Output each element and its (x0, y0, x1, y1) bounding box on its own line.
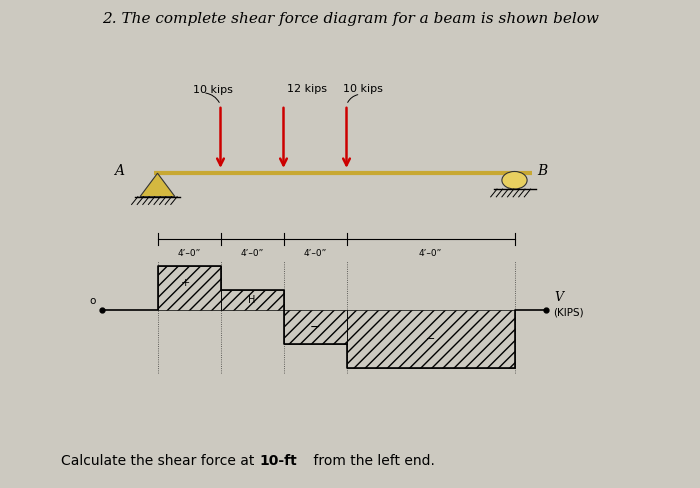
Text: 4’–0”: 4’–0” (240, 249, 264, 258)
Text: 2. The complete shear force diagram for a beam is shown below: 2. The complete shear force diagram for … (102, 12, 598, 26)
Text: 4’–0”: 4’–0” (419, 249, 442, 258)
Text: 10 kips: 10 kips (193, 85, 232, 95)
Text: Calculate the shear force at: Calculate the shear force at (62, 454, 259, 468)
Polygon shape (140, 173, 175, 197)
Text: A: A (114, 164, 124, 178)
Text: from the left end.: from the left end. (309, 454, 435, 468)
Text: −: − (309, 321, 321, 333)
Text: V: V (554, 291, 564, 304)
Text: 12 kips: 12 kips (287, 84, 327, 94)
Text: B: B (538, 164, 547, 178)
Text: −: − (426, 334, 435, 344)
Circle shape (502, 171, 527, 189)
Text: 4’–0”: 4’–0” (177, 249, 201, 258)
Text: 10-ft: 10-ft (259, 454, 297, 468)
Text: o: o (90, 296, 96, 306)
Text: +: + (181, 278, 190, 288)
Text: H: H (248, 295, 256, 305)
Text: 4’–0”: 4’–0” (303, 249, 327, 258)
Text: 10 kips: 10 kips (343, 84, 383, 94)
Text: (KIPS): (KIPS) (553, 307, 584, 317)
